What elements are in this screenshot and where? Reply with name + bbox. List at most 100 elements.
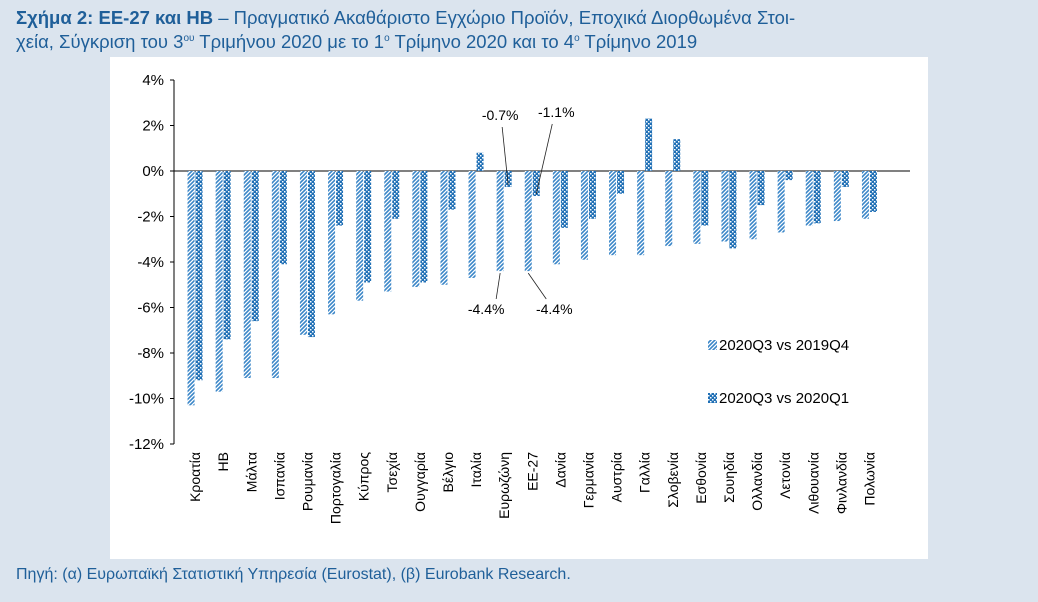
bar-q3-vs-2020q1 — [532, 171, 540, 197]
legend-swatch — [708, 340, 717, 350]
bar-q3-vs-2019q4 — [412, 171, 420, 288]
bar-q3-vs-2019q4 — [243, 171, 251, 379]
bar-q3-vs-2019q4 — [833, 171, 841, 222]
bar-q3-vs-2019q4 — [552, 171, 560, 265]
x-tick-label: ΕΕ-27 — [524, 452, 540, 491]
x-tick-label: Γαλλία — [637, 452, 653, 493]
y-tick-label: -2% — [137, 209, 164, 226]
bar-q3-vs-2019q4 — [271, 171, 279, 379]
legend-label: 2020Q3 vs 2019Q4 — [719, 337, 849, 354]
source-note: Πηγή: (α) Ευρωπαϊκή Στατιστική Υπηρεσία … — [16, 566, 571, 583]
title-bold: Σχήμα 2: ΕΕ-27 και ΗΒ — [16, 7, 214, 28]
bar-q3-vs-2020q1 — [195, 171, 203, 381]
x-tick-label: Εσθονία — [693, 452, 709, 504]
bar-q3-vs-2020q1 — [476, 152, 484, 171]
bar-q3-vs-2019q4 — [299, 171, 307, 335]
bar-q3-vs-2019q4 — [328, 171, 336, 315]
bar-q3-vs-2019q4 — [356, 171, 364, 301]
annotation-leader-line — [495, 273, 501, 300]
x-tick-label: Ολλανδία — [749, 452, 765, 511]
x-tick-label: ΗΒ — [215, 452, 231, 471]
bar-q3-vs-2020q1 — [420, 171, 428, 283]
bar-q3-vs-2019q4 — [496, 171, 504, 272]
x-tick-label: Γερμανία — [580, 452, 596, 508]
bar-q3-vs-2020q1 — [336, 171, 344, 226]
bar-q3-vs-2020q1 — [701, 171, 709, 226]
x-tick-label: Δανία — [552, 452, 568, 488]
bar-q3-vs-2019q4 — [665, 171, 673, 247]
bar-q3-vs-2020q1 — [729, 171, 737, 249]
bar-q3-vs-2019q4 — [749, 171, 757, 240]
bar-q3-vs-2020q1 — [504, 171, 512, 187]
bar-q3-vs-2019q4 — [693, 171, 701, 244]
y-tick-label: -4% — [137, 254, 164, 271]
bar-q3-vs-2020q1 — [251, 171, 259, 322]
title-sup2: ο — [384, 32, 390, 44]
bar-q3-vs-2019q4 — [524, 171, 532, 272]
bar-q3-vs-2020q1 — [673, 139, 681, 171]
y-tick-label: -10% — [129, 391, 164, 408]
annotation-leader-line — [535, 123, 553, 195]
bar-q3-vs-2020q1 — [813, 171, 821, 224]
bar-q3-vs-2020q1 — [757, 171, 765, 206]
bar-q3-vs-2019q4 — [721, 171, 729, 242]
x-tick-label: Ουγγαρία — [412, 452, 428, 512]
bar-q3-vs-2020q1 — [448, 171, 456, 210]
x-tick-label: Ισπανία — [271, 452, 287, 500]
title-line2-a: χεία, Σύγκριση του 3 — [16, 31, 184, 52]
bar-q3-vs-2019q4 — [777, 171, 785, 233]
x-tick-label: Ιταλία — [468, 452, 484, 488]
y-tick-label: -12% — [129, 436, 164, 453]
chart-title: Σχήμα 2: ΕΕ-27 και ΗΒ – Πραγματικό Ακαθά… — [16, 6, 1026, 54]
y-tick-label: -8% — [137, 345, 164, 362]
bar-q3-vs-2020q1 — [560, 171, 568, 228]
bar-q3-vs-2020q1 — [841, 171, 849, 187]
x-tick-label: Λετονία — [777, 452, 793, 499]
y-tick-label: 4% — [142, 72, 164, 89]
title-line1: – Πραγματικό Ακαθάριστο Εγχώριο Προϊόν, … — [213, 7, 796, 28]
bar-q3-vs-2020q1 — [364, 171, 372, 283]
bar-q3-vs-2019q4 — [805, 171, 813, 226]
bar-q3-vs-2020q1 — [617, 171, 625, 194]
plot-area: 4% 2% 0% -2% -4% -6% -8% -10% -12% Κροατία ΗΒ Μάλτ… — [110, 57, 928, 559]
bar-q3-vs-2019q4 — [384, 171, 392, 292]
legend-label: 2020Q3 vs 2020Q1 — [719, 390, 849, 407]
bar-q3-vs-2019q4 — [440, 171, 448, 285]
x-tick-label: Σλοβενία — [665, 452, 681, 508]
title-sup3: ο — [574, 32, 580, 44]
bar-q3-vs-2019q4 — [468, 171, 476, 278]
bar-q3-vs-2019q4 — [609, 171, 617, 256]
bar-q3-vs-2020q1 — [279, 171, 287, 265]
bar-q3-vs-2020q1 — [645, 118, 653, 171]
title-sup1: ου — [183, 32, 195, 44]
title-line2-c: Τρίμηνο 2020 και το 4 — [389, 31, 575, 52]
annotation-leader-line — [501, 126, 509, 185]
annotation-label: -4.4% — [468, 301, 505, 317]
bar-q3-vs-2020q1 — [307, 171, 315, 338]
x-tick-label: Φινλανδία — [833, 452, 849, 514]
x-tick-label: Τσεχία — [384, 452, 400, 492]
x-tick-label: Λιθουανία — [805, 452, 821, 514]
bar-q3-vs-2020q1 — [869, 171, 877, 212]
bar-q3-vs-2020q1 — [223, 171, 231, 340]
title-line2-b: Τριμήνου 2020 με το 1 — [194, 31, 385, 52]
x-tick-label: Σουηδία — [721, 452, 737, 503]
y-tick-label: -6% — [137, 300, 164, 317]
bar-q3-vs-2019q4 — [637, 171, 645, 256]
annotation-label: -0.7% — [482, 107, 519, 123]
bar-q3-vs-2020q1 — [392, 171, 400, 219]
x-tick-label: Ρουμανία — [299, 452, 315, 511]
bar-q3-vs-2019q4 — [861, 171, 869, 219]
x-tick-label: Ευρωζώνη — [496, 452, 512, 519]
annotation-leader-line — [527, 272, 547, 300]
x-tick-label: Κύπρος — [356, 452, 372, 501]
x-tick-label: Αυστρία — [609, 452, 625, 502]
x-tick-label: Κροατία — [187, 452, 203, 502]
title-line2-d: Τρίμηνο 2019 — [579, 31, 698, 52]
y-tick-label: 2% — [142, 118, 164, 135]
legend-swatch — [708, 393, 717, 403]
bar-q3-vs-2020q1 — [785, 171, 793, 181]
bar-chart: 4% 2% 0% -2% -4% -6% -8% -10% -12% Κροατία ΗΒ Μάλτ… — [129, 72, 910, 524]
bar-q3-vs-2019q4 — [215, 171, 223, 392]
x-tick-label: Πορτογαλία — [328, 452, 344, 524]
